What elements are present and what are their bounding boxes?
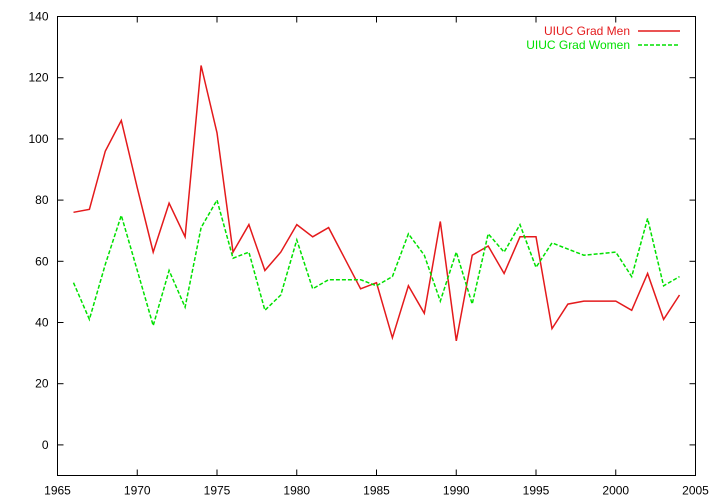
y-tick-label: 20 <box>35 377 49 391</box>
y-tick-label: 100 <box>28 132 48 146</box>
x-tick-label: 1990 <box>443 484 470 498</box>
x-tick-label: 1985 <box>363 484 390 498</box>
legend-label: UIUC Grad Women <box>526 38 630 52</box>
x-axis: 1965 1970 1975 1980 1985 1990 1995 2000 2005 <box>44 16 709 498</box>
legend-label: UIUC Grad Men <box>544 24 630 38</box>
y-tick-label: 80 <box>35 193 49 207</box>
y-tick-label: 0 <box>42 438 49 452</box>
y-tick-label: 40 <box>35 316 49 330</box>
x-tick-label: 1980 <box>283 484 310 498</box>
x-tick-label: 2005 <box>682 484 709 498</box>
x-tick-label: 1995 <box>523 484 550 498</box>
y-tick-label: 120 <box>28 71 48 85</box>
series-line-grad-men <box>73 65 681 342</box>
y-tick-label: 60 <box>35 254 49 268</box>
y-axis: 0 20 40 60 80 100 120 140 <box>28 10 696 452</box>
series-layer <box>72 65 681 342</box>
x-tick-label: 2000 <box>602 484 629 498</box>
y-tick-label: 140 <box>28 10 48 24</box>
x-tick-label: 1965 <box>44 484 71 498</box>
plot-frame <box>57 16 696 476</box>
x-tick-label: 1975 <box>204 484 231 498</box>
x-tick-label: 1970 <box>124 484 151 498</box>
series-line-grad-women <box>72 198 680 329</box>
